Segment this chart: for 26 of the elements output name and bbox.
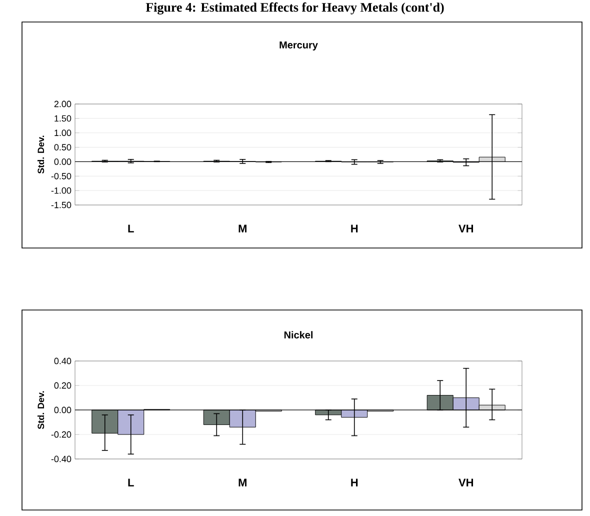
y-axis-title: Std. Dev. — [37, 136, 44, 174]
x-tick-label: H — [351, 478, 358, 486]
y-axis-title: Std. Dev. — [37, 391, 44, 430]
y-tick-label: -0.20 — [51, 431, 72, 438]
x-tick-label: M — [238, 478, 246, 486]
y-tick-label: 0.00 — [54, 406, 72, 414]
chart-title: Nickel — [284, 331, 313, 338]
y-tick-label: -0.50 — [51, 172, 72, 180]
caption: Figure 4: Estimated Effects for Heavy Metals (cont'd) — [146, 2, 444, 14]
y-tick-label: -0.40 — [51, 456, 72, 462]
x-tick-label: M — [238, 224, 246, 232]
y-tick-label: 0.50 — [54, 144, 72, 150]
x-tick-label: VH — [458, 478, 474, 486]
y-tick-label: 0.40 — [54, 358, 72, 364]
y-tick-label: 0.20 — [54, 382, 72, 389]
x-tick-label: VH — [458, 224, 474, 232]
y-tick-label: -1.00 — [51, 187, 72, 194]
y-tick-label: -1.50 — [51, 202, 72, 208]
x-tick-label: L — [128, 224, 134, 232]
x-tick-label: L — [128, 478, 134, 486]
y-tick-label: 0.00 — [54, 158, 72, 165]
y-tick-label: 2.00 — [54, 100, 72, 108]
chart-title: Mercury — [280, 42, 318, 50]
y-tick-label: 1.00 — [54, 130, 72, 136]
x-tick-label: H — [351, 224, 358, 232]
y-tick-label: 1.50 — [54, 115, 72, 122]
